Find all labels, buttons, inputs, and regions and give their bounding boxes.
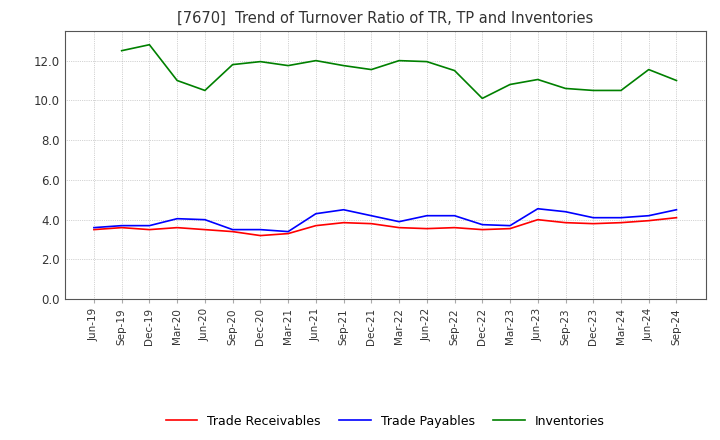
Trade Receivables	[201, 227, 210, 232]
Trade Payables	[505, 223, 514, 228]
Trade Receivables	[89, 227, 98, 232]
Inventories	[589, 88, 598, 93]
Inventories	[173, 78, 181, 83]
Trade Payables	[561, 209, 570, 214]
Inventories	[312, 58, 320, 63]
Inventories	[534, 77, 542, 82]
Trade Payables	[395, 219, 403, 224]
Inventories	[339, 63, 348, 68]
Legend: Trade Receivables, Trade Payables, Inventories: Trade Receivables, Trade Payables, Inven…	[161, 410, 610, 433]
Inventories	[672, 78, 681, 83]
Trade Receivables	[339, 220, 348, 225]
Inventories	[201, 88, 210, 93]
Inventories	[561, 86, 570, 91]
Trade Receivables	[284, 231, 292, 236]
Inventories	[228, 62, 237, 67]
Trade Receivables	[256, 233, 265, 238]
Inventories	[367, 67, 376, 72]
Inventories	[423, 59, 431, 64]
Trade Receivables	[505, 226, 514, 231]
Inventories	[478, 96, 487, 101]
Line: Trade Receivables: Trade Receivables	[94, 218, 677, 235]
Trade Receivables	[367, 221, 376, 226]
Trade Receivables	[672, 215, 681, 220]
Trade Payables	[117, 223, 126, 228]
Trade Receivables	[312, 223, 320, 228]
Trade Payables	[312, 211, 320, 216]
Trade Payables	[339, 207, 348, 213]
Trade Payables	[644, 213, 653, 218]
Trade Payables	[228, 227, 237, 232]
Trade Payables	[145, 223, 154, 228]
Trade Receivables	[478, 227, 487, 232]
Trade Payables	[534, 206, 542, 211]
Trade Receivables	[450, 225, 459, 230]
Trade Receivables	[145, 227, 154, 232]
Line: Trade Payables: Trade Payables	[94, 209, 677, 231]
Trade Payables	[589, 215, 598, 220]
Trade Receivables	[173, 225, 181, 230]
Trade Payables	[423, 213, 431, 218]
Inventories	[395, 58, 403, 63]
Inventories	[256, 59, 265, 64]
Inventories	[450, 68, 459, 73]
Inventories	[644, 67, 653, 72]
Trade Payables	[672, 207, 681, 213]
Trade Receivables	[616, 220, 625, 225]
Trade Payables	[256, 227, 265, 232]
Trade Payables	[450, 213, 459, 218]
Trade Payables	[367, 213, 376, 218]
Trade Payables	[89, 225, 98, 230]
Trade Receivables	[534, 217, 542, 222]
Trade Receivables	[228, 229, 237, 234]
Inventories	[117, 48, 126, 53]
Trade Payables	[616, 215, 625, 220]
Inventories	[616, 88, 625, 93]
Trade Receivables	[589, 221, 598, 226]
Inventories	[505, 82, 514, 87]
Trade Payables	[284, 229, 292, 234]
Trade Receivables	[117, 225, 126, 230]
Inventories	[145, 42, 154, 48]
Trade Payables	[478, 222, 487, 227]
Trade Receivables	[561, 220, 570, 225]
Trade Receivables	[395, 225, 403, 230]
Title: [7670]  Trend of Turnover Ratio of TR, TP and Inventories: [7670] Trend of Turnover Ratio of TR, TP…	[177, 11, 593, 26]
Trade Receivables	[644, 218, 653, 224]
Trade Receivables	[423, 226, 431, 231]
Line: Inventories: Inventories	[122, 45, 677, 99]
Inventories	[284, 63, 292, 68]
Trade Payables	[173, 216, 181, 221]
Trade Payables	[201, 217, 210, 222]
